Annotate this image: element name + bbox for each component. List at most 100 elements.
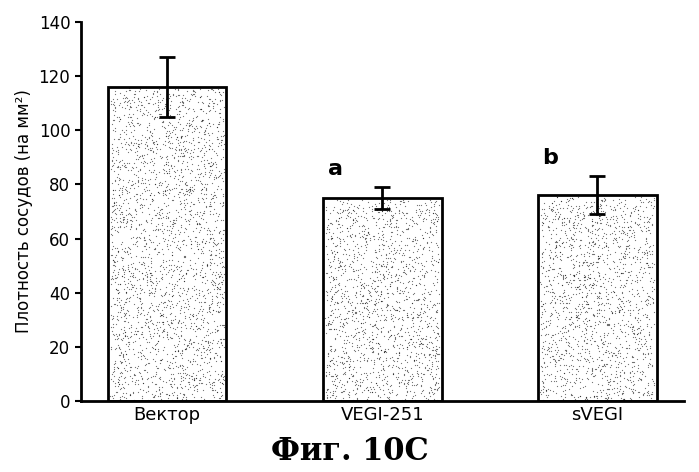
Point: [182, 119, 193, 127]
Point: [424, 246, 435, 254]
Point: [164, 218, 175, 225]
Point: [345, 201, 356, 208]
Point: [177, 354, 188, 362]
Point: [106, 375, 117, 382]
Point: [324, 357, 336, 365]
Point: [633, 221, 644, 228]
Point: [547, 353, 558, 360]
Point: [120, 332, 131, 340]
Point: [192, 152, 203, 160]
Point: [343, 374, 354, 381]
Point: [187, 154, 199, 161]
Point: [403, 260, 415, 268]
Point: [148, 393, 159, 400]
Point: [354, 278, 366, 286]
Point: [634, 337, 645, 345]
Point: [564, 352, 575, 360]
Point: [181, 158, 192, 166]
Point: [346, 298, 357, 306]
Point: [215, 285, 226, 292]
Point: [329, 300, 340, 308]
Point: [206, 384, 217, 391]
Point: [569, 237, 580, 245]
Point: [421, 239, 433, 246]
Point: [125, 235, 136, 242]
Point: [574, 350, 585, 357]
Point: [359, 304, 370, 312]
Point: [136, 394, 147, 401]
Point: [161, 210, 173, 217]
Point: [113, 288, 124, 296]
Point: [628, 231, 639, 239]
Point: [336, 292, 347, 300]
Point: [340, 369, 351, 376]
Point: [154, 208, 165, 216]
Point: [430, 222, 441, 230]
Point: [202, 87, 213, 94]
Point: [570, 215, 581, 223]
Point: [540, 238, 552, 246]
Point: [154, 390, 166, 397]
Point: [408, 248, 419, 256]
Point: [376, 297, 387, 304]
Point: [605, 222, 616, 230]
Point: [168, 216, 179, 224]
Point: [602, 295, 613, 303]
Point: [106, 276, 117, 283]
Point: [163, 138, 174, 146]
Point: [139, 158, 150, 166]
Point: [146, 214, 157, 221]
Point: [552, 344, 563, 351]
Point: [204, 261, 215, 269]
Point: [184, 374, 195, 382]
Point: [579, 308, 590, 316]
Point: [597, 256, 608, 264]
Point: [191, 290, 202, 297]
Point: [143, 375, 154, 382]
Point: [186, 155, 197, 163]
Point: [338, 360, 349, 368]
Point: [577, 210, 589, 218]
Point: [410, 281, 421, 289]
Point: [415, 327, 426, 335]
Point: [215, 372, 226, 379]
Point: [408, 296, 419, 303]
Point: [109, 253, 120, 261]
Point: [570, 290, 582, 298]
Point: [184, 186, 195, 194]
Point: [196, 287, 208, 295]
Point: [537, 320, 548, 327]
Point: [361, 396, 373, 403]
Point: [612, 295, 624, 303]
Point: [203, 202, 215, 210]
Point: [122, 200, 134, 207]
Point: [559, 244, 570, 251]
Point: [617, 306, 628, 313]
Point: [326, 235, 337, 243]
Point: [109, 335, 120, 342]
Point: [375, 393, 386, 400]
Point: [163, 297, 174, 305]
Point: [389, 306, 401, 313]
Point: [576, 345, 587, 352]
Point: [554, 241, 565, 249]
Point: [415, 339, 426, 347]
Point: [179, 200, 190, 207]
Point: [635, 329, 646, 337]
Point: [166, 350, 178, 358]
Point: [124, 102, 136, 110]
Point: [593, 205, 605, 212]
Point: [175, 133, 187, 140]
Point: [394, 209, 405, 217]
Point: [538, 354, 549, 362]
Point: [576, 288, 587, 296]
Point: [381, 301, 392, 308]
Point: [144, 244, 155, 251]
Point: [338, 235, 349, 243]
Point: [119, 111, 130, 118]
Point: [598, 273, 609, 281]
Point: [565, 308, 576, 316]
Point: [206, 145, 217, 153]
Point: [633, 319, 644, 326]
Point: [329, 284, 340, 291]
